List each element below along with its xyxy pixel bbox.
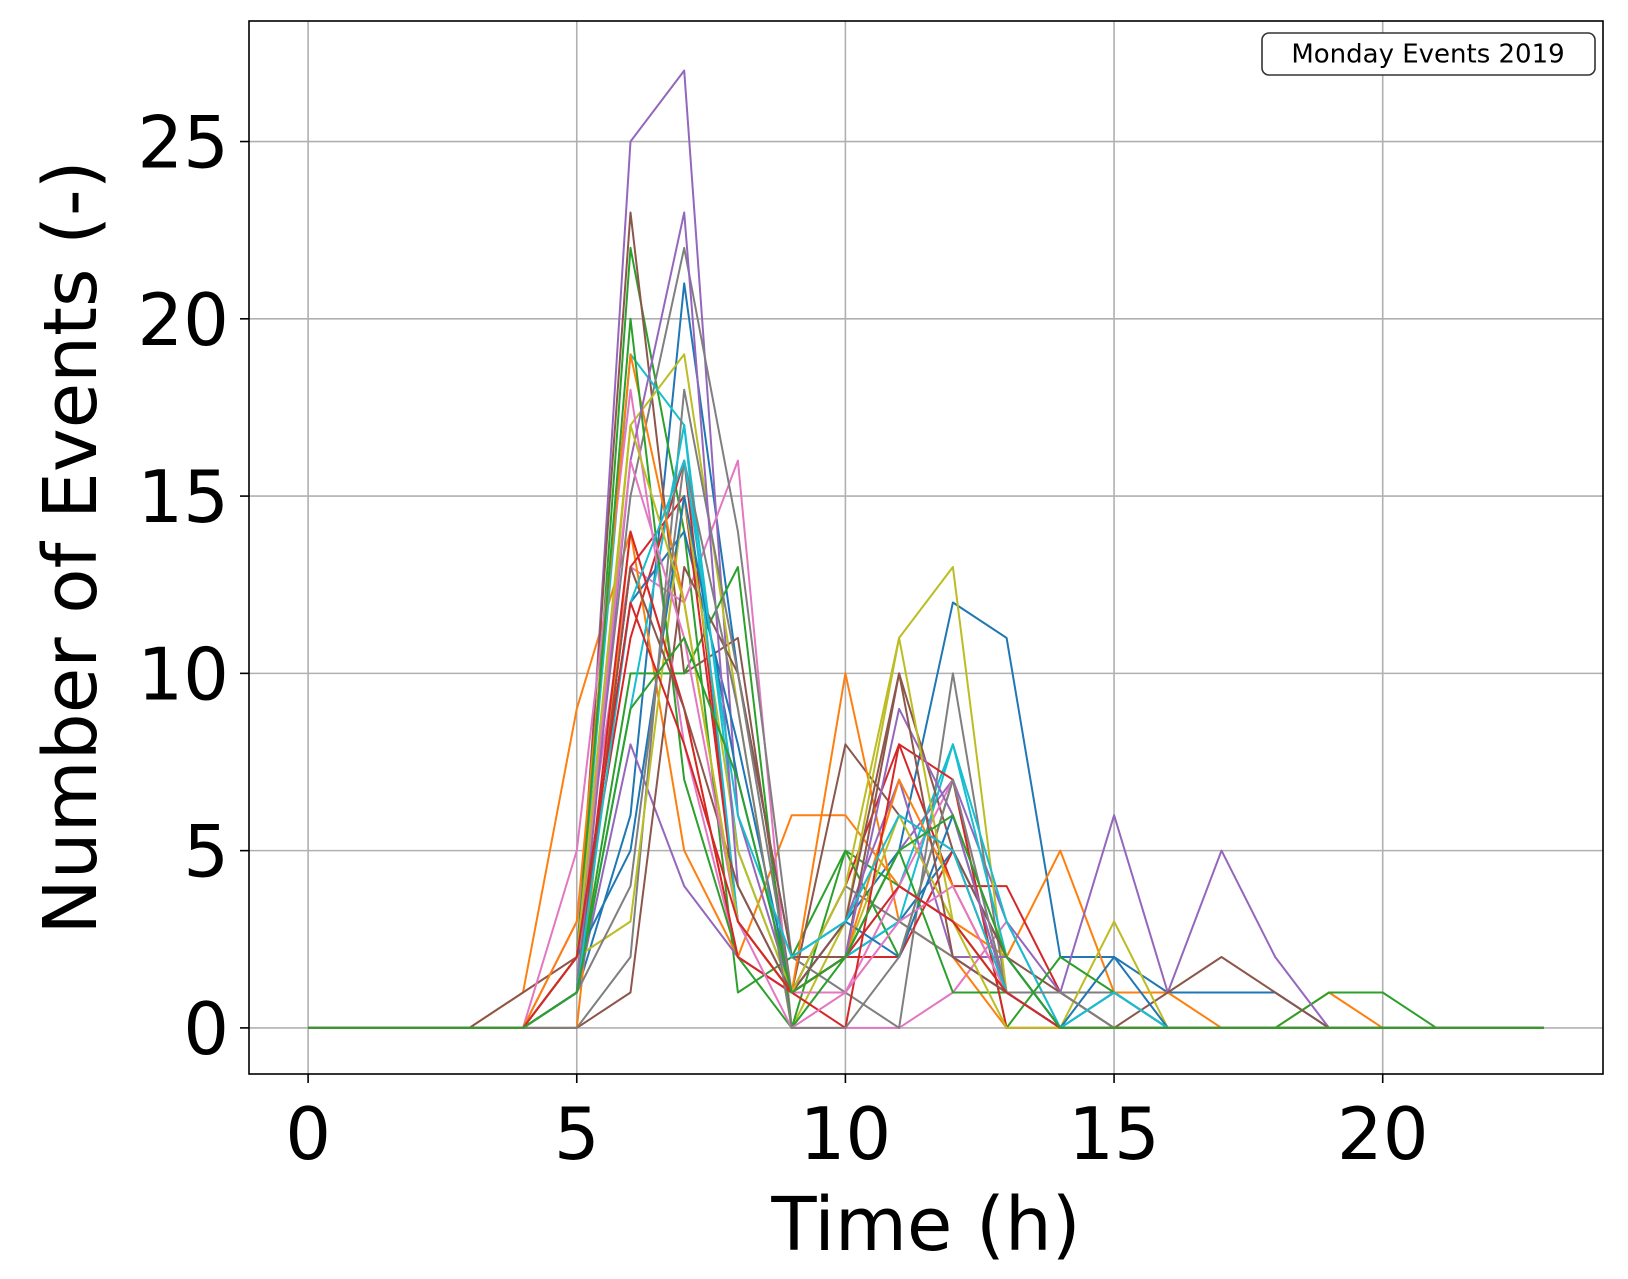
y-tick-label: 5 <box>183 810 229 894</box>
series-line-32 <box>308 636 1544 1029</box>
series-line-28 <box>308 459 1544 1029</box>
x-tick-label: 0 <box>285 1092 331 1176</box>
x-tick-label: 10 <box>800 1092 892 1176</box>
x-tick-label: 5 <box>554 1092 600 1176</box>
series-line-9 <box>308 353 1544 1029</box>
series-lines <box>308 69 1544 1029</box>
series-line-7 <box>308 459 1544 1029</box>
x-tick-label: 15 <box>1068 1092 1160 1176</box>
grid <box>249 21 1603 1074</box>
series-line-22 <box>308 353 1544 1029</box>
series-line-17 <box>308 388 1544 1029</box>
series-line-8 <box>308 246 1544 1029</box>
series-line-16 <box>308 566 1544 1029</box>
x-tick-label: 20 <box>1337 1092 1429 1176</box>
tick-labels: 0 5 10 15 20 0 5 10 15 20 25 <box>137 101 1428 1176</box>
y-tick-label: 0 <box>183 987 229 1071</box>
series-line-3 <box>308 246 1544 1029</box>
plot-frame <box>248 20 1604 1075</box>
y-tick-label: 15 <box>137 455 229 539</box>
legend-box <box>1261 32 1596 76</box>
series-line-27 <box>308 459 1544 1029</box>
y-axis-title: Number of Events (-) <box>28 160 114 934</box>
legend-label: Monday Events 2019 <box>1291 40 1564 70</box>
series-line-13 <box>308 566 1544 1029</box>
x-axis-title: Time (h) <box>770 1182 1080 1268</box>
series-line-30 <box>308 459 1544 1029</box>
y-tick-label: 25 <box>137 101 229 185</box>
tick-marks <box>240 140 1384 1083</box>
y-tick-label: 20 <box>137 278 229 362</box>
series-line-26 <box>308 566 1544 1029</box>
series-line-4 <box>308 459 1544 1029</box>
series-line-18 <box>308 388 1544 1029</box>
series-line-1 <box>308 282 1544 1029</box>
y-tick-label: 10 <box>137 632 229 716</box>
legend: Monday Events 2019 <box>1261 32 1596 76</box>
series-line-10 <box>308 353 1544 1029</box>
